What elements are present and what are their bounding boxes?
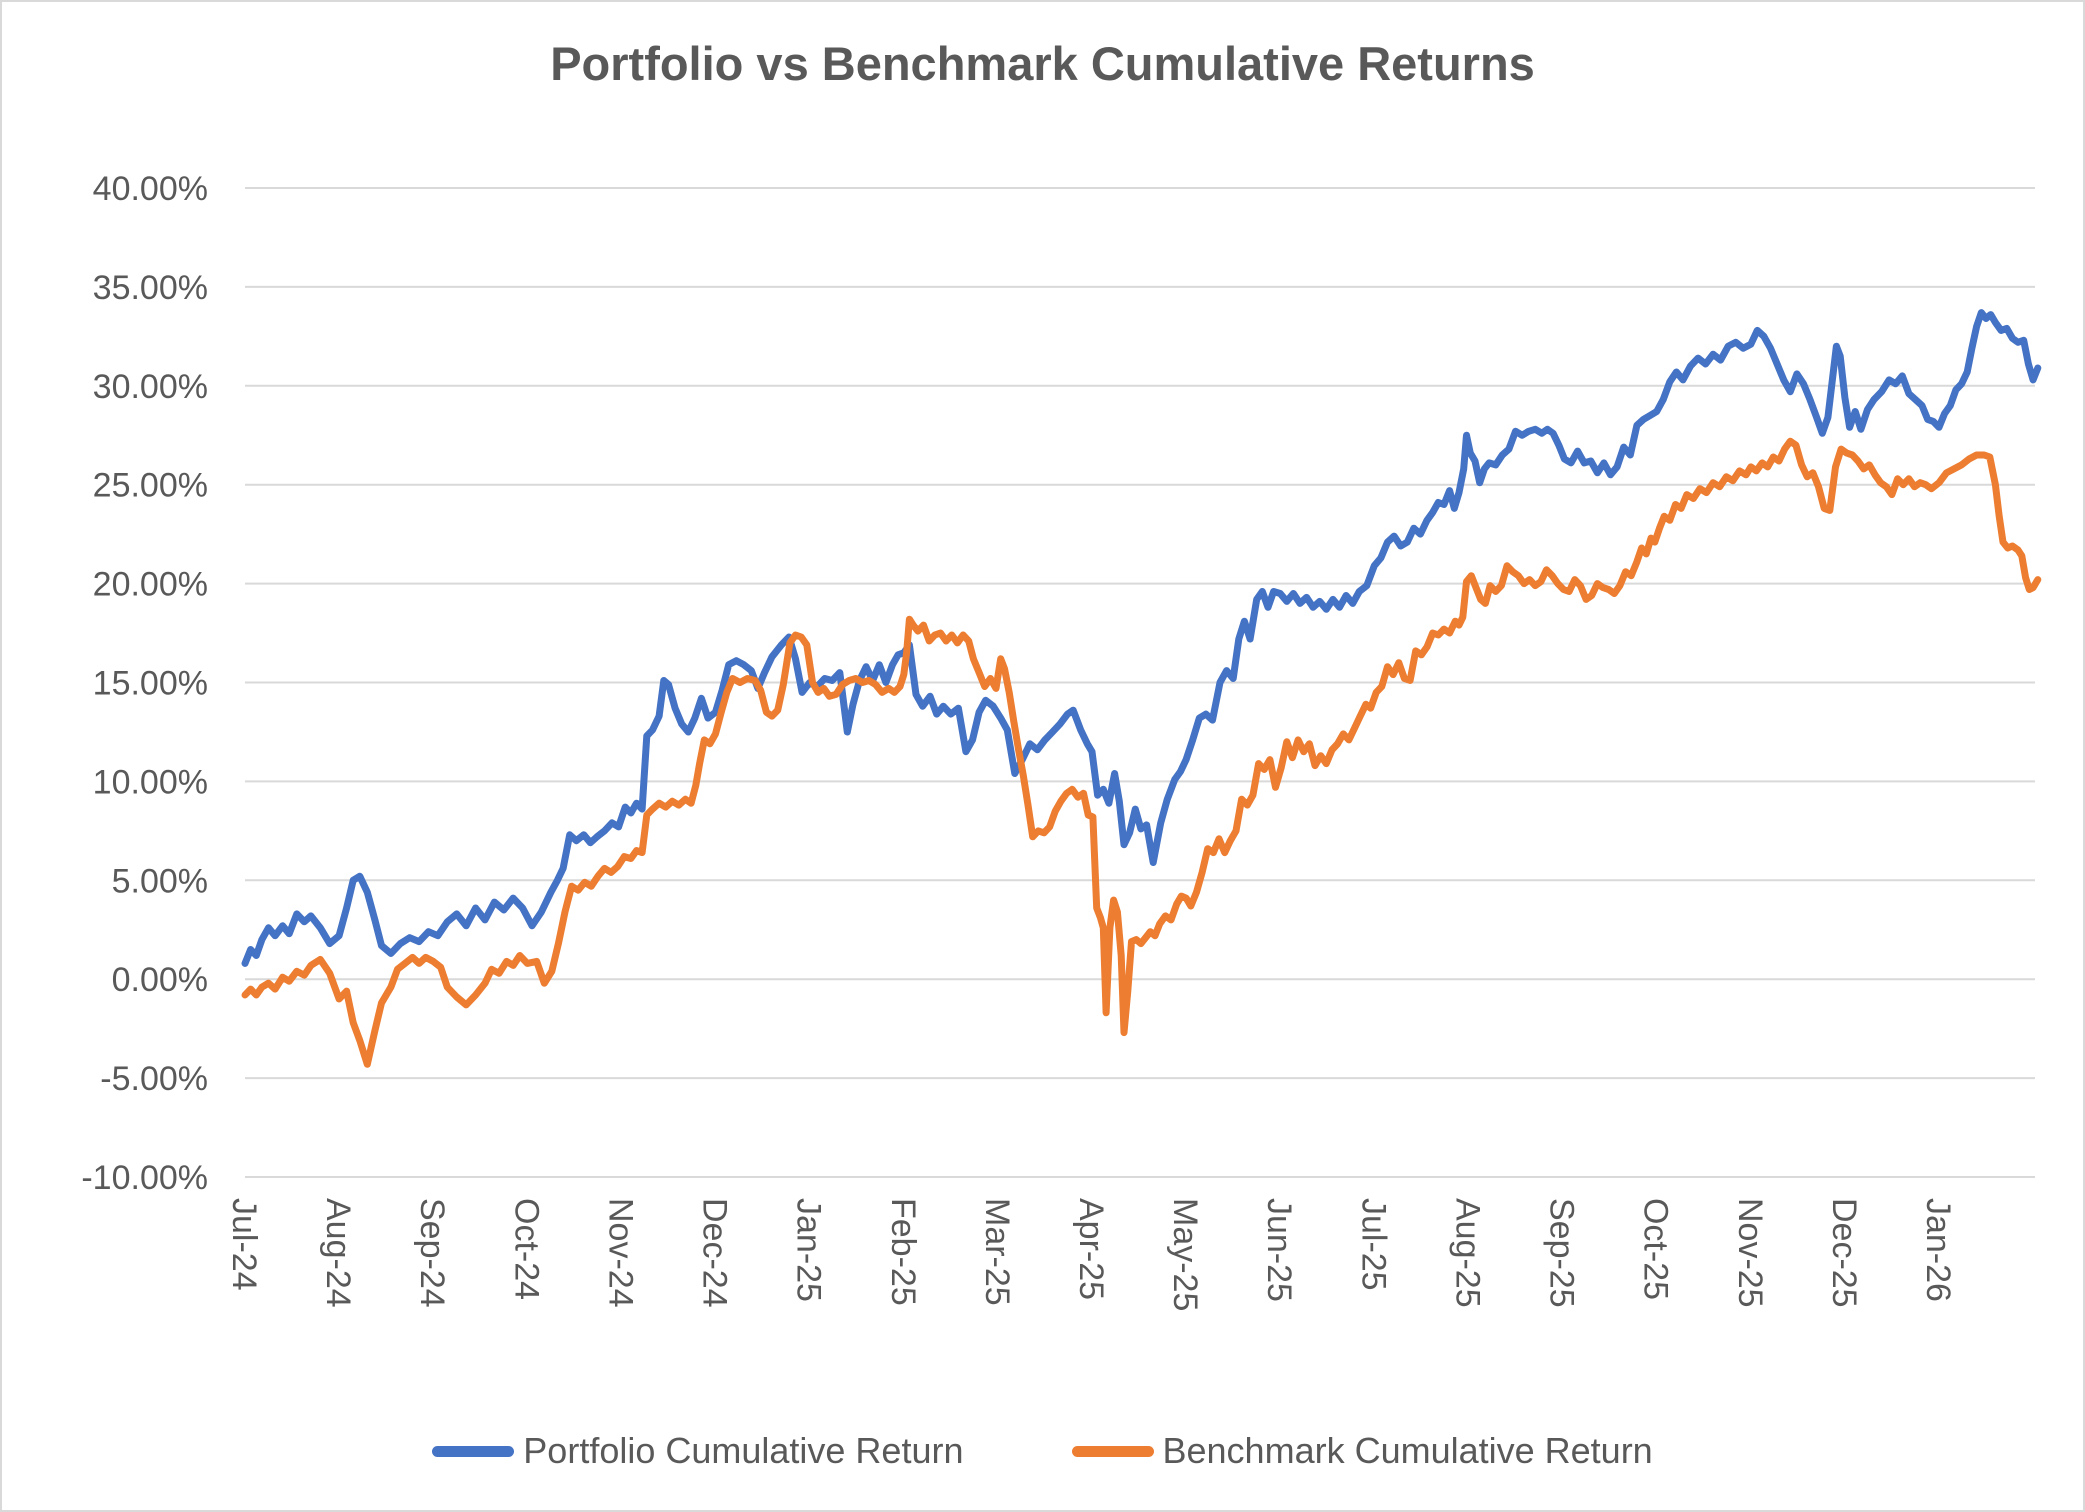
y-axis-tick-label: 25.00% [93,467,208,505]
x-axis-tick-label: Jul-24 [225,1198,263,1291]
x-axis-tick-label: Jan-25 [790,1198,828,1302]
x-axis-tick-label: Mar-25 [978,1198,1016,1306]
legend: Portfolio Cumulative Return Benchmark Cu… [2,1430,2083,1472]
x-axis-tick-label: Jul-25 [1354,1198,1392,1291]
chart-title: Portfolio vs Benchmark Cumulative Return… [550,37,1535,90]
x-axis-tick-label: Apr-25 [1072,1198,1110,1300]
x-axis-tick-label: Aug-25 [1448,1198,1486,1308]
y-axis-tick-label: 30.00% [93,368,208,406]
x-axis-tick-label: Nov-24 [601,1198,639,1308]
x-axis-tick-label: Sep-24 [413,1198,451,1308]
x-axis-tick-label: Oct-25 [1637,1198,1675,1300]
portfolio-line-swatch-icon [432,1445,515,1457]
y-axis-tick-label: 20.00% [93,566,208,604]
benchmark-line [241,437,2042,1068]
y-axis-tick-label: -5.00% [100,1060,208,1098]
legend-item-benchmark: Benchmark Cumulative Return [1071,1430,1653,1472]
benchmark-line-swatch-icon [1071,1445,1154,1457]
y-axis-tick-label: 35.00% [93,269,208,307]
x-axis-tick-label: May-25 [1166,1198,1204,1311]
x-axis-tick-label: Nov-25 [1731,1198,1769,1308]
x-axis-tick-label: Sep-25 [1543,1198,1581,1308]
legend-label-benchmark: Benchmark Cumulative Return [1162,1430,1653,1471]
y-axis-tick-label: 15.00% [93,665,208,703]
y-axis-tick-label: 10.00% [93,763,208,801]
y-axis-tick-label: 40.00% [93,170,208,208]
y-axis-tick-label: 0.00% [112,961,208,999]
x-axis-tick-label: Jan-26 [1919,1198,1957,1302]
x-axis-tick-label: Feb-25 [884,1198,922,1306]
x-axis-tick-label: Dec-24 [696,1198,734,1308]
y-axis-tick-label: 5.00% [112,862,208,900]
x-axis-tick-label: Dec-25 [1825,1198,1863,1308]
y-axis-tick-label: -10.00% [81,1159,208,1197]
x-axis-tick-label: Oct-24 [507,1198,545,1300]
x-axis-tick-label: Aug-24 [319,1198,357,1308]
legend-item-portfolio: Portfolio Cumulative Return [432,1430,964,1472]
portfolio-line [241,309,2042,967]
legend-label-portfolio: Portfolio Cumulative Return [523,1430,964,1471]
x-axis-tick-label: Jun-25 [1260,1198,1298,1302]
